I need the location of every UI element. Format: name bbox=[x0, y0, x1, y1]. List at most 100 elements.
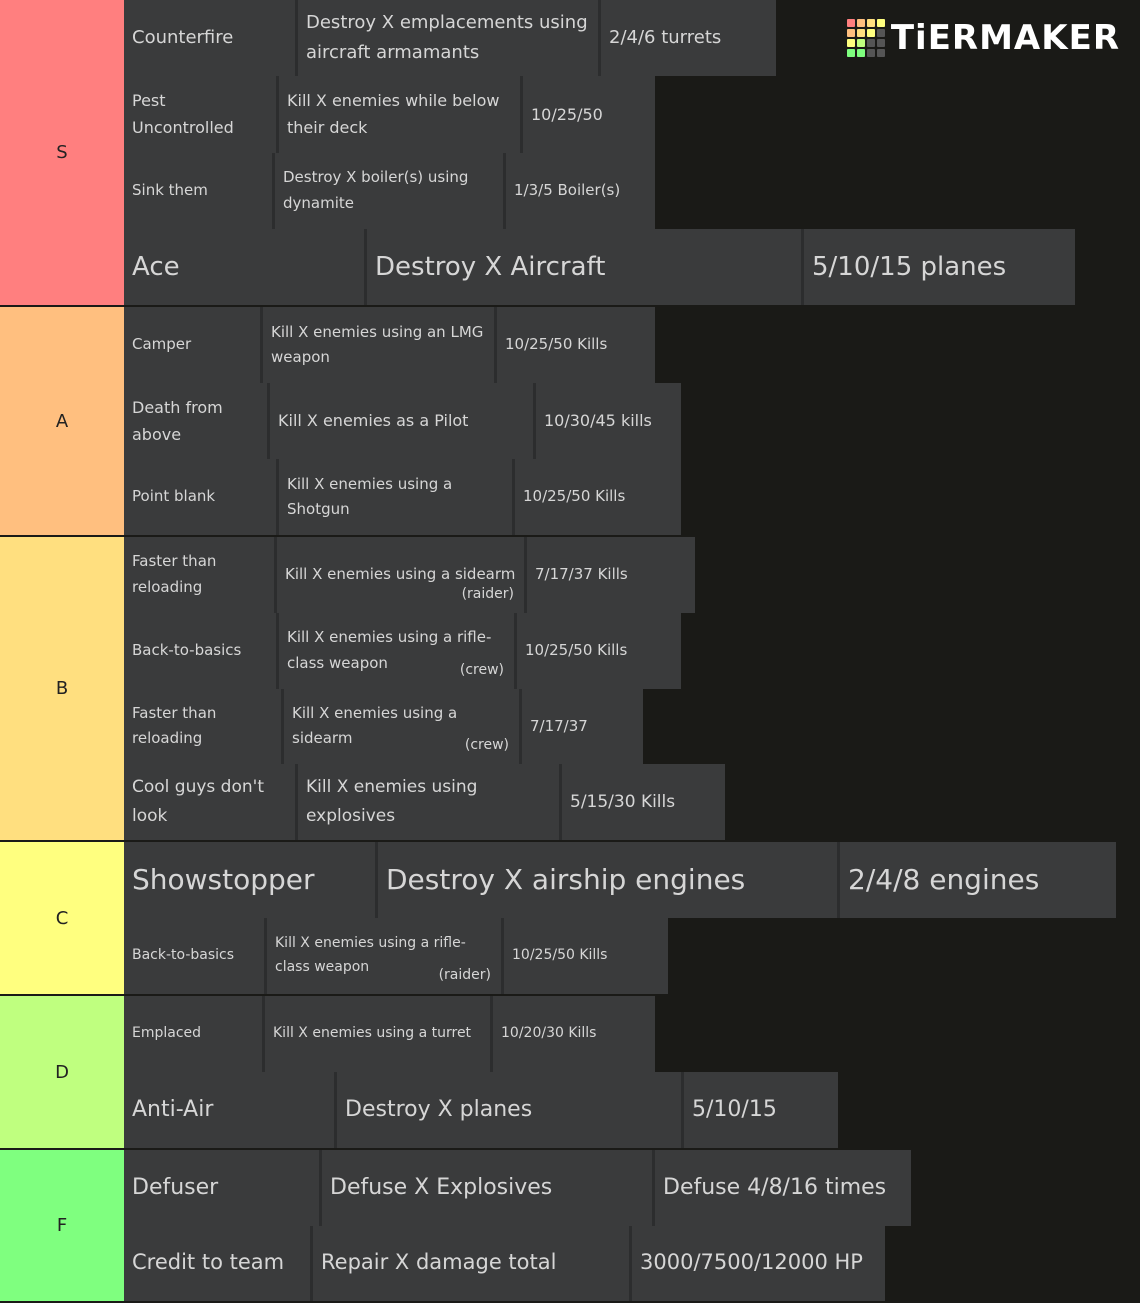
item-description-text: Destroy X boiler(s) using dynamite bbox=[283, 168, 469, 212]
logo-cell bbox=[866, 39, 875, 47]
item-goal: 3000/7500/12000 HP bbox=[632, 1225, 885, 1301]
item-goal-text: 10/25/50 Kills bbox=[523, 487, 626, 506]
item-note: (crew) bbox=[464, 737, 509, 754]
item-goal: 7/17/37 Kills bbox=[527, 537, 695, 613]
item-goal-text: Defuse 4/8/16 times bbox=[663, 1175, 887, 1201]
item-description-text: Destroy X Aircraft bbox=[375, 251, 606, 282]
item-description-text: Kill X enemies using a Shotgun bbox=[287, 474, 453, 519]
tier-row: C Showstopper Destroy X airship engines 2/4… bbox=[0, 842, 1140, 994]
item-goal-text: 10/20/30 Kills bbox=[501, 1025, 597, 1042]
logo-cell bbox=[876, 29, 885, 37]
item-note: (raider) bbox=[461, 585, 514, 602]
item-description: Kill X enemies using an LMG weapon bbox=[263, 307, 497, 383]
item-goal: 5/10/15 planes bbox=[804, 228, 1075, 305]
item-note: (crew) bbox=[459, 661, 504, 678]
item-name-text: Emplaced bbox=[132, 1025, 202, 1042]
item-name: Pest Uncontrolled bbox=[124, 76, 279, 153]
logo-cell bbox=[866, 29, 875, 37]
item-name-text: Death from above bbox=[132, 397, 223, 444]
tier-item[interactable]: Faster than reloading Kill X enemies usin… bbox=[124, 537, 1140, 613]
item-description-text: Kill X enemies using a turret bbox=[273, 1025, 472, 1042]
item-description: Destroy X airship engines bbox=[378, 842, 840, 918]
tier-row: D Emplaced Kill X enemies using a turret 10… bbox=[0, 996, 1140, 1148]
item-description: Kill X enemies using a sidearm (crew) bbox=[284, 688, 522, 765]
item-name: Camper bbox=[124, 307, 263, 383]
item-name-text: Defuser bbox=[132, 1175, 219, 1201]
item-name-text: Point blank bbox=[132, 487, 216, 506]
item-name-text: Credit to team bbox=[132, 1250, 285, 1275]
tier-row: A Camper Kill X enemies using an LMG weapo… bbox=[0, 307, 1140, 535]
item-goal-text: 2/4/6 turrets bbox=[609, 26, 722, 48]
item-name: Back-to-basics bbox=[124, 918, 267, 994]
logo-cell bbox=[856, 19, 865, 27]
tier-item[interactable]: Emplaced Kill X enemies using a turret 10/… bbox=[124, 996, 1140, 1072]
logo-cell bbox=[866, 49, 875, 57]
item-goal-text: 2/4/8 engines bbox=[848, 863, 1040, 897]
item-description-text: Defuse X Explosives bbox=[330, 1175, 553, 1201]
tier-label: B bbox=[0, 537, 124, 840]
tier-item[interactable]: Defuser Defuse X Explosives Defuse 4/8/16 … bbox=[124, 1150, 1140, 1226]
item-description-text: Kill X enemies as a Pilot bbox=[278, 411, 469, 431]
tier-item[interactable]: Anti-Air Destroy X planes 5/10/15 bbox=[124, 1072, 1140, 1148]
tier-item[interactable]: Camper Kill X enemies using an LMG weapon… bbox=[124, 307, 1140, 383]
logo-cell bbox=[846, 49, 855, 57]
item-description: Kill X enemies while below their deck bbox=[279, 76, 523, 153]
tier-items: Counterfire Destroy X emplacements using … bbox=[124, 0, 1140, 305]
item-goal-text: 7/17/37 Kills bbox=[535, 565, 628, 584]
item-name-text: Sink them bbox=[132, 180, 208, 199]
item-name: Defuser bbox=[124, 1150, 322, 1226]
logo-cell bbox=[846, 29, 855, 37]
item-name-text: Anti-Air bbox=[132, 1097, 214, 1123]
item-goal-text: 5/15/30 Kills bbox=[570, 791, 676, 812]
item-description: Kill X enemies using a sidearm (raider) bbox=[277, 537, 527, 613]
item-goal-text: 10/25/50 Kills bbox=[512, 947, 608, 964]
tier-label: D bbox=[0, 996, 124, 1148]
tier-label: A bbox=[0, 307, 124, 535]
tier-item[interactable]: Credit to team Repair X damage total 3000/… bbox=[124, 1225, 1140, 1301]
item-description: Kill X enemies using a rifle-class weapo… bbox=[279, 612, 517, 689]
item-description: Repair X damage total bbox=[313, 1225, 632, 1301]
tier-label: S bbox=[0, 0, 124, 305]
tier-item[interactable]: Cool guys don't look Kill X enemies using… bbox=[124, 764, 1140, 840]
item-goal: 2/4/6 turrets bbox=[601, 0, 776, 77]
item-name-text: Cool guys don't look bbox=[132, 777, 264, 827]
item-goal: Defuse 4/8/16 times bbox=[655, 1150, 911, 1226]
tier-item[interactable]: Back-to-basics Kill X enemies using a rif… bbox=[124, 918, 1140, 994]
item-goal: 10/25/50 Kills bbox=[515, 459, 681, 535]
logo-cell bbox=[856, 29, 865, 37]
item-name-text: Faster than reloading bbox=[132, 552, 217, 596]
tier-item[interactable]: Back-to-basics Kill X enemies using a rif… bbox=[124, 612, 1140, 689]
logo-cell bbox=[876, 39, 885, 47]
item-goal-text: 10/30/45 kills bbox=[544, 411, 652, 431]
item-goal: 5/10/15 bbox=[684, 1072, 838, 1148]
logo-cell bbox=[866, 19, 875, 27]
tier-item[interactable]: Faster than reloading Kill X enemies usin… bbox=[124, 688, 1140, 765]
item-goal-text: 10/25/50 Kills bbox=[505, 335, 608, 354]
tier-items: Faster than reloading Kill X enemies usin… bbox=[124, 537, 1140, 840]
item-description: Kill X enemies using a turret bbox=[265, 996, 493, 1072]
tier-item[interactable]: Death from above Kill X enemies as a Pilo… bbox=[124, 383, 1140, 459]
tier-item[interactable]: Point blank Kill X enemies using a Shotgu… bbox=[124, 459, 1140, 535]
tier-item[interactable]: Showstopper Destroy X airship engines 2/4/… bbox=[124, 842, 1140, 918]
item-goal: 10/25/50 Kills bbox=[497, 307, 655, 383]
item-goal: 10/25/50 Kills bbox=[504, 918, 668, 994]
item-goal: 10/30/45 kills bbox=[536, 383, 681, 459]
item-name-text: Faster than reloading bbox=[132, 703, 217, 748]
item-name-text: Ace bbox=[132, 251, 180, 282]
item-name: Anti-Air bbox=[124, 1072, 337, 1148]
tier-label: F bbox=[0, 1150, 124, 1301]
item-name-text: Counterfire bbox=[132, 26, 234, 48]
tier-item[interactable]: Pest Uncontrolled Kill X enemies while be… bbox=[124, 76, 1140, 153]
logo-cell bbox=[876, 49, 885, 57]
tier-item[interactable]: Counterfire Destroy X emplacements using … bbox=[124, 0, 1140, 77]
item-goal: 10/25/50 bbox=[523, 76, 655, 153]
tier-item[interactable]: Ace Destroy X Aircraft 5/10/15 planes bbox=[124, 228, 1140, 305]
item-description-text: Kill X enemies using a sidearm bbox=[292, 703, 458, 748]
logo-cell bbox=[856, 49, 865, 57]
item-name: Cool guys don't look bbox=[124, 764, 298, 840]
item-name: Emplaced bbox=[124, 996, 265, 1072]
tier-item[interactable]: Sink them Destroy X boiler(s) using dynam… bbox=[124, 152, 1140, 229]
item-name: Showstopper bbox=[124, 842, 378, 918]
item-description: Defuse X Explosives bbox=[322, 1150, 655, 1226]
